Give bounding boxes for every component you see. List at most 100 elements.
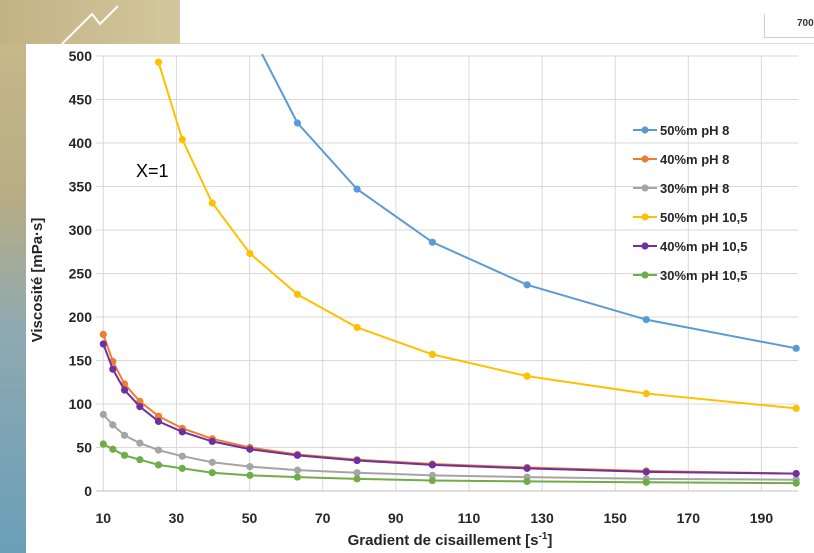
x-axis-title: Gradient de cisaillement [s-1] <box>348 531 553 549</box>
data-point <box>99 330 107 338</box>
x-tick-label: 190 <box>750 510 774 526</box>
data-point <box>792 344 800 352</box>
y-axis-title: Viscosité [mPa·s] <box>29 218 46 343</box>
data-point <box>428 350 436 359</box>
legend-label: 50%m pH 8 <box>660 123 729 138</box>
data-point <box>208 458 216 466</box>
data-point <box>120 386 129 394</box>
data-point <box>109 445 117 453</box>
data-point <box>208 437 216 446</box>
data-point <box>353 475 361 483</box>
data-point <box>178 452 186 460</box>
data-point <box>293 466 302 474</box>
tick-labels: 0 50 100 150 200 250 300 350 400 450 500 10 30 50 70 90… <box>69 48 774 526</box>
data-point <box>154 412 163 420</box>
legend-swatch-marker <box>641 213 649 221</box>
data-point <box>523 464 531 472</box>
top-decor-band <box>0 0 180 45</box>
data-point <box>353 323 361 332</box>
data-point <box>246 463 254 471</box>
y-tick-label: 450 <box>69 92 93 108</box>
x-tick-label: 30 <box>169 510 185 526</box>
legend-label: 30%m pH 10,5 <box>660 268 747 283</box>
x-tick-label: 10 <box>96 510 112 526</box>
data-point <box>293 290 302 298</box>
data-point <box>428 238 436 246</box>
x-tick-label: 150 <box>604 510 628 526</box>
legend-swatch-marker <box>641 242 649 250</box>
legend-label: 40%m pH 8 <box>660 152 729 167</box>
series-line-3 <box>157 61 797 410</box>
series-line-5 <box>102 443 797 485</box>
y-tick-label: 500 <box>69 48 93 64</box>
data-point <box>136 397 144 405</box>
data-point <box>523 281 531 289</box>
legend-label: 50%m pH 10,5 <box>660 210 747 225</box>
data-point <box>353 469 361 477</box>
x-axis-title-main: Gradient de cisaillement [s <box>348 532 539 549</box>
legend-swatch-marker <box>641 126 649 134</box>
gridlines <box>96 55 798 492</box>
x-tick-label: 70 <box>315 510 331 526</box>
y-tick-label: 400 <box>69 135 93 151</box>
data-point <box>178 464 186 472</box>
data-point <box>136 456 144 464</box>
annotation-label: X=1 <box>136 161 169 181</box>
legend-label: 40%m pH 10,5 <box>660 239 747 254</box>
y-tick-label: 100 <box>69 396 93 412</box>
x-tick-label: 110 <box>458 510 481 526</box>
data-point <box>293 451 302 459</box>
data-point <box>99 340 107 348</box>
top-box-label: 700 <box>764 14 814 38</box>
data-point <box>246 445 254 453</box>
series-group <box>99 54 800 487</box>
data-point <box>642 468 650 476</box>
y-tick-label: 0 <box>84 483 92 499</box>
data-point <box>792 404 800 412</box>
data-point <box>154 446 163 454</box>
data-point <box>246 471 254 479</box>
data-point <box>120 451 129 459</box>
legend-swatch-marker <box>641 271 649 279</box>
data-point <box>523 477 531 486</box>
legend-swatch-marker <box>641 184 649 192</box>
legend: 50%m pH 8 40%m pH 8 30%m pH 8 50%m pH 10,5 4… <box>633 123 747 283</box>
data-point <box>642 478 650 486</box>
data-point <box>293 119 302 127</box>
data-point <box>208 199 216 207</box>
legend-swatch-marker <box>641 155 649 163</box>
y-tick-label: 300 <box>69 222 93 238</box>
x-tick-label: 50 <box>242 510 258 526</box>
series-lines <box>99 54 800 487</box>
data-point <box>428 471 436 479</box>
zigzag-logo-icon <box>61 5 119 45</box>
data-point <box>154 58 163 66</box>
x-tick-label: 170 <box>677 510 701 526</box>
top-divider <box>180 43 814 44</box>
data-point <box>99 440 107 448</box>
data-point <box>353 456 361 465</box>
data-point <box>208 469 216 477</box>
data-point <box>428 476 436 485</box>
data-point <box>642 389 650 398</box>
y-tick-label: 50 <box>76 440 92 456</box>
data-point <box>120 431 129 439</box>
left-decor-band <box>0 0 26 553</box>
x-tick-label: 90 <box>388 510 404 526</box>
y-tick-label: 200 <box>69 309 93 325</box>
series-line-4 <box>102 343 797 475</box>
y-tick-label: 250 <box>69 266 93 282</box>
legend-label: 30%m pH 8 <box>660 181 729 196</box>
data-point <box>353 185 361 193</box>
data-point <box>136 439 144 447</box>
data-point <box>792 470 800 478</box>
data-point <box>428 461 436 469</box>
x-axis-title-exponent: -1 <box>539 531 548 542</box>
data-point <box>293 473 302 481</box>
data-point <box>792 479 800 487</box>
data-point <box>246 249 254 258</box>
y-tick-label: 350 <box>69 179 93 195</box>
x-axis-title-end: ] <box>547 532 552 549</box>
data-point <box>178 135 186 144</box>
